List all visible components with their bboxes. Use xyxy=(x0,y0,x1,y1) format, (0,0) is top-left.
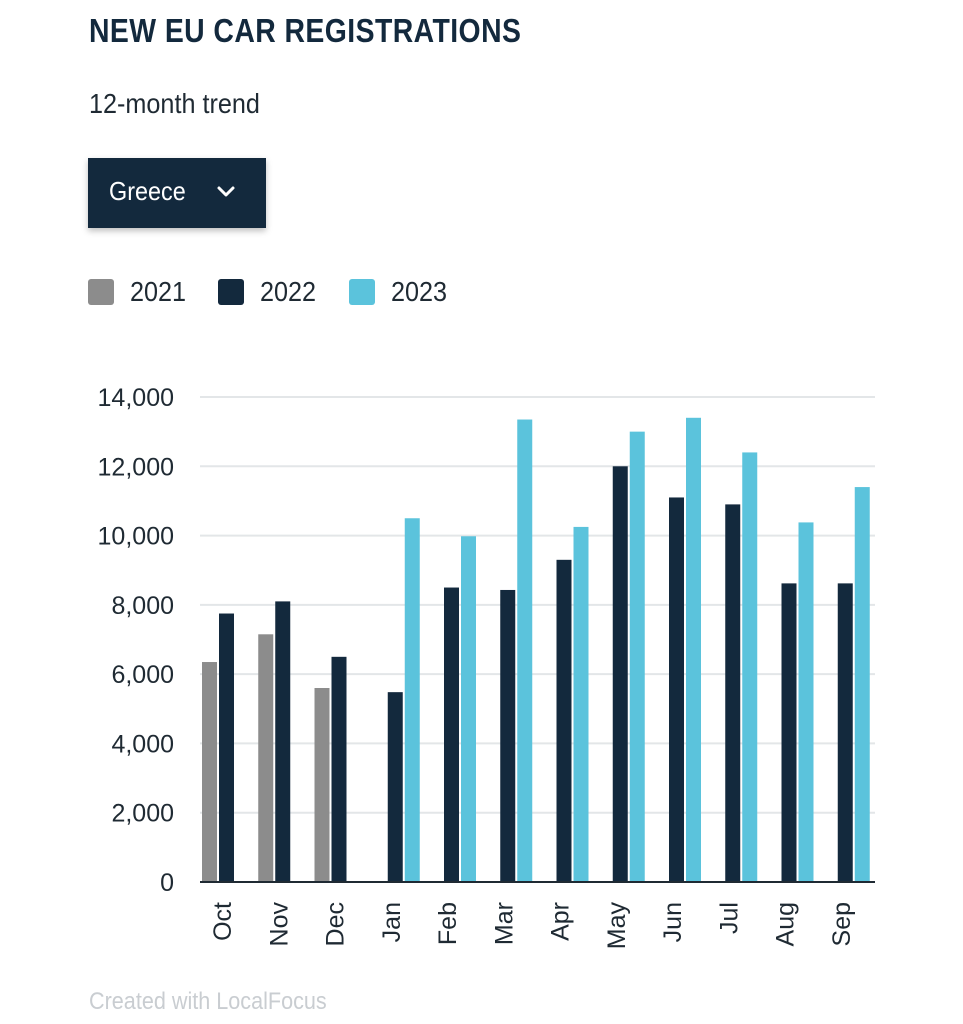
x-tick-label: Jan xyxy=(378,902,406,942)
x-tick-label: Aug xyxy=(772,902,800,946)
x-tick-label: Sep xyxy=(828,902,856,946)
x-tick-label: Oct xyxy=(209,902,237,941)
bar-2022-feb xyxy=(444,587,459,882)
country-dropdown[interactable]: Greece xyxy=(88,158,266,228)
bar-2023-aug xyxy=(798,522,814,882)
bar-2022-jun xyxy=(669,497,684,882)
bar-2022-apr xyxy=(556,559,572,882)
bar-2022-sep xyxy=(837,583,853,882)
bar-2022-nov xyxy=(275,601,291,882)
x-tick-label: Nov xyxy=(265,902,293,947)
legend-label: 2022 xyxy=(260,276,317,307)
x-tick-label: Apr xyxy=(547,902,575,941)
chevron-down-icon[interactable] xyxy=(214,180,238,204)
bar-2022-dec xyxy=(331,656,347,882)
bar-2021-oct xyxy=(202,662,217,882)
y-tick-label: 4,000 xyxy=(111,730,174,758)
y-tick-label: 6,000 xyxy=(111,661,174,689)
y-tick-label: 10,000 xyxy=(98,523,174,551)
bar-2022-may xyxy=(612,466,628,882)
x-tick-label: Mar xyxy=(490,902,518,945)
bar-2022-oct xyxy=(219,613,234,882)
bar-2022-mar xyxy=(500,589,516,882)
bar-2021-nov xyxy=(258,634,274,882)
y-tick-label: 2,000 xyxy=(111,800,174,828)
country-dropdown-label: Greece xyxy=(109,176,186,206)
y-tick-label: 12,000 xyxy=(98,453,174,481)
legend-label: 2023 xyxy=(391,276,448,307)
legend-swatch xyxy=(88,279,114,305)
x-tick-label: Dec xyxy=(322,902,350,946)
legend-swatch xyxy=(218,279,244,305)
x-tick-label: Feb xyxy=(434,902,462,945)
created-with-credit[interactable]: Created with LocalFocus xyxy=(89,988,327,1015)
x-tick-label: Jun xyxy=(659,902,687,942)
bar-2021-dec xyxy=(314,688,330,882)
bar-2022-jul xyxy=(725,504,741,882)
bar-2023-feb xyxy=(461,536,476,882)
y-tick-label: 14,000 xyxy=(98,384,174,412)
legend-label: 2021 xyxy=(130,276,187,307)
y-tick-label: 0 xyxy=(160,869,174,897)
x-tick-label: Jul xyxy=(715,902,743,934)
legend-item-2022[interactable]: 2022 xyxy=(218,276,322,308)
bar-2023-may xyxy=(629,431,645,882)
chart-subtitle: 12-month trend xyxy=(89,88,260,119)
chart-title: NEW EU CAR REGISTRATIONS xyxy=(89,12,522,49)
bar-2023-jan xyxy=(404,518,420,882)
bar-2023-jul xyxy=(742,452,758,882)
bar-chart: 0 2,000 4,000 6,000 8,000 10,000 12,000 14,000 O… xyxy=(98,384,875,950)
bar-2023-jun xyxy=(686,417,701,882)
y-tick-label: 8,000 xyxy=(111,592,174,620)
legend-item-2021[interactable]: 2021 xyxy=(88,276,192,308)
bar-2023-sep xyxy=(854,487,870,882)
bar-2022-aug xyxy=(781,583,797,882)
bar-2023-mar xyxy=(517,419,533,882)
x-tick-label: May xyxy=(603,902,631,950)
bar-2023-apr xyxy=(573,526,589,882)
legend-item-2023[interactable]: 2023 xyxy=(349,276,453,308)
bar-2022-jan xyxy=(387,692,403,882)
legend-swatch xyxy=(349,279,375,305)
